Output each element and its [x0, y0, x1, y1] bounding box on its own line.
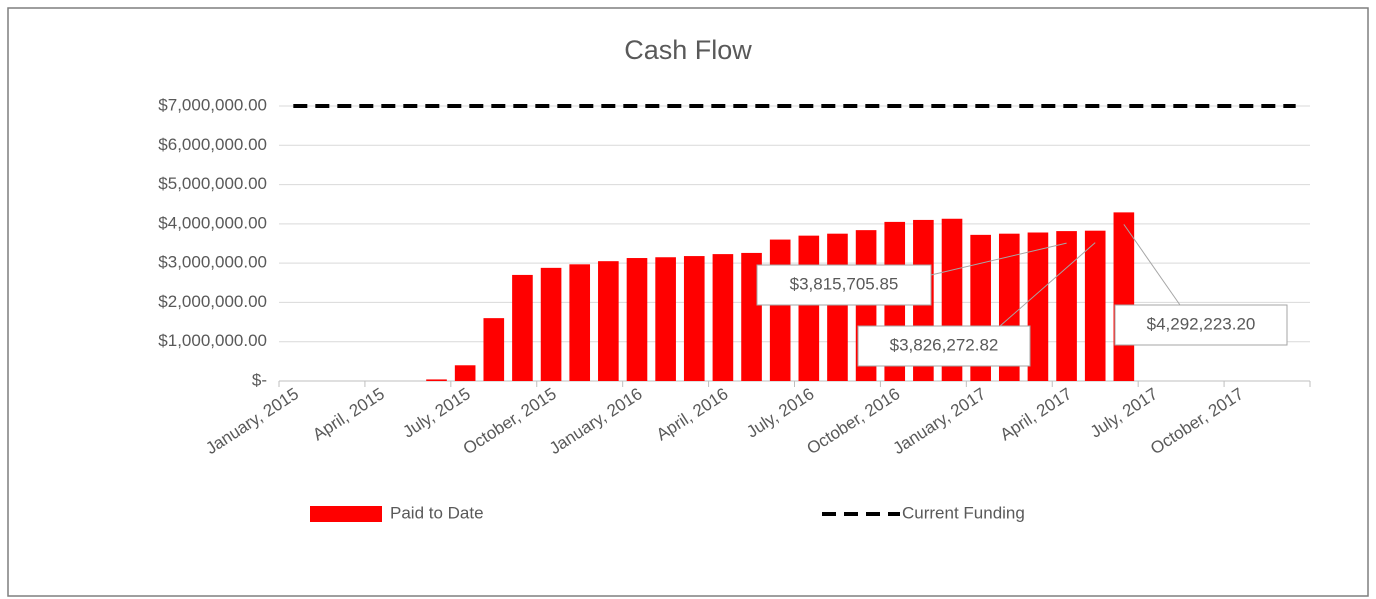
callout-line: [930, 242, 1067, 276]
bar: [769, 239, 791, 381]
bar: [598, 261, 619, 381]
legend-label: Paid to Date: [390, 503, 484, 522]
bar: [1113, 212, 1135, 381]
y-tick-label: $6,000,000.00: [158, 135, 267, 154]
callout-box: [1114, 304, 1288, 346]
callout-box: [857, 325, 1031, 367]
y-tick-label: $7,000,000.00: [158, 95, 267, 114]
bar: [454, 365, 476, 381]
bar: [683, 256, 705, 381]
legend-label: Current Funding: [902, 503, 1025, 522]
bar: [712, 254, 734, 381]
y-tick-label: $4,000,000.00: [158, 213, 267, 232]
callout-line: [1123, 224, 1181, 306]
y-tick-label: $3,000,000.00: [158, 253, 267, 272]
bar: [569, 264, 591, 381]
bar: [426, 379, 447, 381]
bar: [1027, 232, 1049, 381]
bar: [1084, 230, 1106, 381]
bar: [1056, 231, 1077, 381]
y-tick-label: $1,000,000.00: [158, 331, 267, 350]
chart-title: Cash Flow: [624, 35, 752, 65]
data-label: $3,826,272.82: [890, 335, 999, 354]
bar: [626, 258, 648, 381]
y-tick-label: $-: [252, 370, 267, 389]
callout-line: [999, 242, 1096, 327]
bar: [483, 318, 505, 381]
bar: [827, 233, 848, 381]
y-tick-label: $5,000,000.00: [158, 174, 267, 193]
y-tick-label: $2,000,000.00: [158, 292, 267, 311]
bar: [540, 267, 562, 381]
callout-box: [756, 264, 932, 306]
bar: [655, 257, 676, 381]
bar: [512, 274, 533, 381]
data-label: $4,292,223.20: [1147, 314, 1256, 333]
legend-swatch: [310, 506, 382, 522]
bar: [798, 235, 820, 381]
data-label: $3,815,705.85: [790, 274, 899, 293]
